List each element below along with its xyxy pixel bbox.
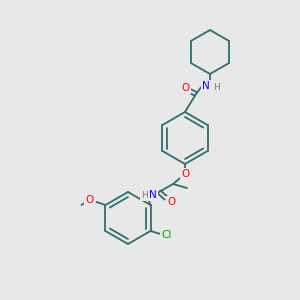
Text: H: H [213,82,219,91]
Text: Cl: Cl [161,230,172,240]
Text: N: N [202,81,210,91]
Text: O: O [85,195,94,205]
Text: H: H [141,191,147,200]
Text: O: O [182,83,190,93]
Text: O: O [181,169,189,179]
Text: O: O [167,197,175,207]
Text: N: N [149,190,157,200]
